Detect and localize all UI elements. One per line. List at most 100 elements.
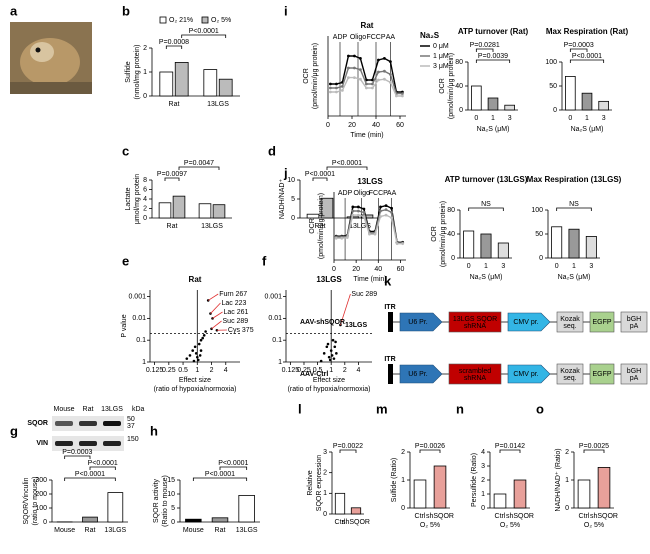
series-point — [356, 209, 360, 213]
data-point — [325, 345, 329, 349]
series-point — [377, 58, 380, 62]
x-tick-label: shSQOR — [506, 513, 534, 520]
significance-bracket — [64, 455, 91, 459]
blot-band — [55, 421, 73, 426]
part-label-line: seq. — [563, 375, 576, 382]
marker-label: 150 — [127, 436, 139, 443]
data-point — [188, 354, 192, 357]
annotation-label: Lac 223 — [221, 300, 246, 307]
bar — [413, 479, 427, 509]
data-point — [201, 336, 204, 340]
y-axis-label: μmol/mg protein — [134, 174, 141, 224]
part-label-line: scrambled — [459, 368, 491, 375]
panel-label: d — [268, 143, 276, 158]
y-tick-label: 5 — [291, 196, 295, 203]
x-tick-label: 0 — [326, 122, 330, 129]
annotation-arrow — [211, 320, 222, 330]
gene-block — [620, 363, 648, 385]
data-point — [331, 338, 335, 342]
event-label: Oligo — [354, 190, 370, 197]
series-point — [401, 94, 404, 98]
x-tick-label: 1 — [484, 263, 488, 270]
bar — [433, 465, 447, 509]
y-tick-label: 5 — [171, 505, 175, 512]
series-point — [362, 207, 366, 211]
event-label: FCCP — [369, 190, 388, 197]
y-axis-label: (pmol/min/μg protein) — [448, 53, 455, 119]
legend-label: 0 μM — [433, 43, 449, 50]
x-axis-label: Time (min) — [353, 276, 386, 283]
x-tick-label: Rat — [169, 101, 180, 108]
series-point — [329, 82, 332, 86]
x-tick-label: 3 — [501, 263, 505, 270]
part-label-line: shRNA — [464, 323, 487, 330]
annotation-arrow — [210, 302, 221, 314]
series-point — [353, 76, 356, 79]
part-label: ITR — [384, 356, 395, 363]
series-point — [351, 205, 355, 209]
part-label: U6 Pr. — [408, 371, 428, 378]
y-tick-label: 1 — [401, 477, 405, 484]
bar — [551, 226, 563, 259]
legend-label: 1 μM — [433, 53, 449, 60]
bar — [198, 203, 212, 219]
y-axis-label: (nmol/mg protein) — [134, 45, 141, 100]
y-tick-label: 0 — [481, 505, 485, 512]
itr-block — [388, 364, 393, 384]
bar — [107, 492, 124, 523]
series-point — [389, 73, 392, 76]
y-tick-label: 6 — [143, 186, 147, 193]
y-tick-label: 0 — [565, 505, 569, 512]
x-tick-label: Rat — [85, 527, 96, 534]
p-value: P=0.0047 — [184, 160, 214, 167]
construct-name: AAV-shSQOR13LGS — [300, 319, 368, 329]
y-axis-label: Lactate — [125, 187, 132, 210]
y-axis-label: (ratio to mouse) — [32, 476, 39, 525]
y-axis-label: OCR — [309, 218, 316, 234]
significance-bracket — [499, 449, 521, 453]
x-tick-label: 0 — [555, 263, 559, 270]
annotation-label: Furn 267 — [219, 291, 247, 298]
bar — [174, 62, 189, 97]
y-axis-label: (pmol/min/μg protein) — [312, 43, 319, 109]
series-point — [362, 215, 366, 218]
series-point — [340, 236, 344, 240]
footnote: O₂ 5% — [500, 522, 520, 529]
y-tick-label: 10 — [167, 491, 175, 498]
series-point — [334, 236, 338, 240]
p-value: NS — [481, 201, 491, 208]
y-tick-label: 3 — [323, 449, 327, 456]
series-point — [395, 94, 398, 98]
series-point — [401, 242, 405, 246]
panel-title: ATP turnover (Rat) — [458, 27, 529, 36]
panel-label: g — [10, 423, 18, 438]
footnote: O₂ 5% — [584, 522, 604, 529]
bar — [82, 516, 98, 523]
series-point — [383, 69, 386, 73]
construct-name-main: AAV-Ctrl — [300, 371, 328, 378]
bar — [218, 78, 233, 97]
annotation-arrow — [212, 311, 223, 319]
y-tick-label: 100 — [531, 207, 543, 214]
series-point — [401, 92, 404, 95]
x-axis-label: Time (min) — [350, 132, 383, 139]
itr-block — [388, 312, 393, 332]
bar — [172, 195, 186, 219]
part-label: CMV pr. — [513, 371, 538, 378]
panel-title: Max Respiration (Rat) — [546, 27, 629, 36]
y-axis-label: SQOR activity — [153, 479, 160, 523]
y-tick-label: 0 — [451, 255, 455, 262]
part-label-line: seq. — [563, 323, 576, 330]
data-point — [195, 355, 199, 359]
data-point — [194, 352, 198, 355]
p-value: P<0.0001 — [205, 471, 235, 478]
lane-label: 13LGS — [101, 406, 123, 413]
y-tick-label: 4 — [481, 449, 485, 456]
blot-band — [103, 441, 121, 446]
blot-band — [55, 441, 73, 446]
part-label-line: shRNA — [464, 375, 487, 382]
y-tick-label: 40 — [455, 83, 463, 90]
y-tick-label: 0 — [553, 107, 557, 114]
y-axis-label: Sulfide (Ratio) — [391, 458, 398, 502]
